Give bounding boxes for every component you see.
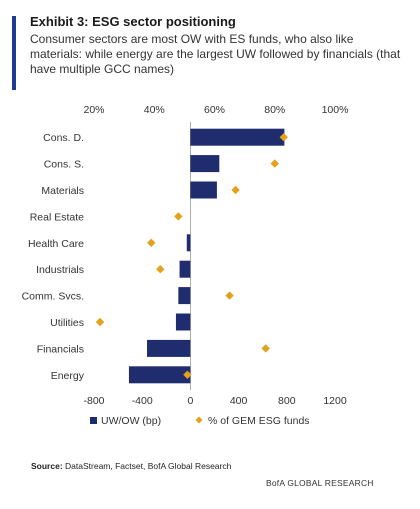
top-axis-tick-label: 100% [322, 104, 349, 116]
chart-subtitle: Consumer sectors are most OW with ES fun… [30, 32, 401, 76]
bottom-axis-tick-label: -800 [83, 395, 104, 407]
marker [183, 370, 192, 379]
bar [175, 313, 191, 331]
bar [179, 260, 191, 278]
category-label: Cons. D. [43, 132, 84, 144]
bar [190, 181, 217, 199]
marker [231, 185, 240, 195]
top-axis-tick-label: 20% [83, 104, 104, 116]
category-label: Industrials [36, 264, 84, 276]
chart-title: Exhibit 3: ESG sector positioning [30, 14, 236, 29]
bar [178, 287, 191, 305]
marker [261, 344, 270, 353]
legend-label: UW/OW (bp) [101, 415, 161, 427]
category-label: Materials [41, 185, 84, 197]
marker [225, 291, 234, 300]
bar [190, 128, 285, 146]
legend-label: % of GEM ESG funds [208, 415, 310, 427]
marker [270, 159, 279, 168]
bar [186, 234, 191, 252]
exhibit-header: Exhibit 3: ESG sector positioning Consum… [12, 14, 412, 94]
source-label: Source: [31, 461, 63, 471]
category-label: Financials [37, 343, 84, 355]
top-axis-tick-label: 40% [144, 104, 165, 116]
marker [174, 212, 183, 221]
accent-bar [12, 16, 16, 90]
category-label: Energy [51, 370, 85, 382]
bottom-axis-tick-label: 400 [230, 395, 248, 407]
source-note: Source: DataStream, Factset, BofA Global… [31, 461, 231, 471]
bottom-axis-tick-label: -400 [132, 395, 153, 407]
category-label: Real Estate [30, 211, 84, 223]
marker [147, 238, 156, 247]
source-text: DataStream, Factset, BofA Global Researc… [65, 461, 232, 471]
bar [128, 366, 191, 384]
category-label: Utilities [50, 317, 84, 329]
marker [279, 133, 288, 142]
brand-footer: BofA GLOBAL RESEARCH [266, 478, 374, 488]
top-axis-tick-label: 60% [204, 104, 225, 116]
category-label: Health Care [28, 238, 84, 250]
bottom-axis-tick-label: 800 [278, 395, 296, 407]
marker [95, 317, 105, 327]
top-axis-tick-label: 80% [264, 104, 285, 116]
bottom-axis-tick-label: 0 [187, 395, 193, 407]
legend-swatch-bar [90, 417, 97, 424]
category-label: Cons. S. [44, 159, 84, 171]
bar [147, 339, 191, 357]
marker [156, 265, 165, 274]
bottom-axis-tick-label: 1200 [323, 395, 347, 407]
bar [190, 155, 220, 173]
legend-swatch-marker [195, 416, 203, 424]
category-label: Comm. Svcs. [22, 291, 84, 303]
